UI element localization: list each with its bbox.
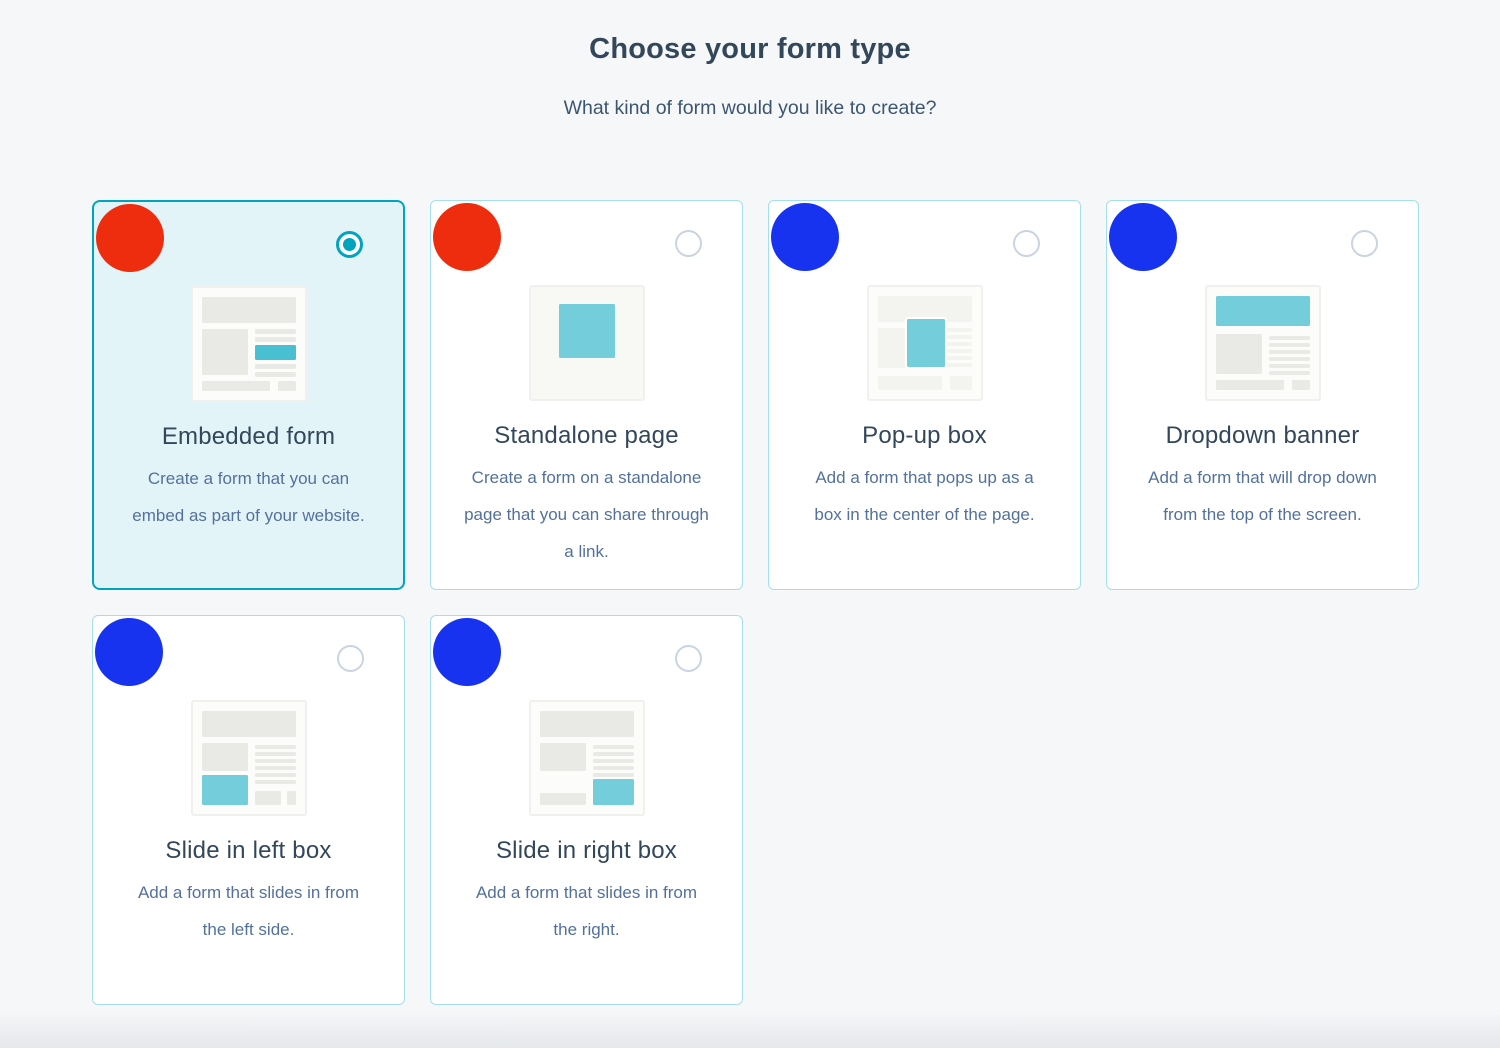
slide-in-right-box-thumbnail-icon <box>528 700 645 816</box>
page-header: Choose your form type What kind of form … <box>0 0 1500 120</box>
blue-annotation-marker-icon <box>771 203 839 271</box>
slide-in-left-box-thumbnail-icon <box>190 700 307 816</box>
red-annotation-marker-icon <box>433 203 501 271</box>
embedded-form-thumbnail-icon <box>190 286 307 402</box>
standalone-page-radio[interactable] <box>675 230 702 257</box>
card-title: Standalone page <box>494 422 679 449</box>
blue-annotation-marker-icon <box>1109 203 1177 271</box>
card-title: Slide in right box <box>495 837 678 864</box>
red-annotation-marker-icon <box>96 204 164 272</box>
form-type-card-slide-in-right-box[interactable]: Slide in right box Add a form that slide… <box>430 615 743 1005</box>
dropdown-banner-thumbnail-icon <box>1204 285 1321 401</box>
card-description: Add a form that slides in from the left … <box>137 883 360 939</box>
blue-annotation-marker-icon <box>95 618 163 686</box>
slide-in-right-box-radio[interactable] <box>675 645 702 672</box>
card-description: Add a form that will drop down from the … <box>1148 468 1377 524</box>
standalone-page-thumbnail-icon <box>528 285 645 401</box>
card-title: Slide in left box <box>165 837 332 864</box>
form-type-card-embedded-form[interactable]: Embedded form Create a form that you can… <box>92 200 405 590</box>
form-type-options: Embedded form Create a form that you can… <box>92 200 1422 1005</box>
pop-up-box-radio[interactable] <box>1013 230 1040 257</box>
card-description: Create a form that you can embed as part… <box>132 469 365 525</box>
pop-up-box-thumbnail-icon <box>866 285 983 401</box>
slide-in-left-box-radio[interactable] <box>337 645 364 672</box>
card-title: Embedded form <box>161 423 336 450</box>
page-title: Choose your form type <box>589 33 911 65</box>
card-description: Add a form that slides in from the right… <box>475 883 698 939</box>
blue-annotation-marker-icon <box>433 618 501 686</box>
dropdown-banner-radio[interactable] <box>1351 230 1378 257</box>
form-type-card-slide-in-left-box[interactable]: Slide in left box Add a form that slides… <box>92 615 405 1005</box>
page-subtitle: What kind of form would you like to crea… <box>563 97 937 119</box>
form-type-card-pop-up-box[interactable]: Pop-up box Add a form that pops up as a … <box>768 200 1081 590</box>
card-description: Create a form on a standalone page that … <box>464 468 709 561</box>
card-title: Pop-up box <box>862 422 987 449</box>
form-type-card-standalone-page[interactable]: Standalone page Create a form on a stand… <box>430 200 743 590</box>
card-description: Add a form that pops up as a box in the … <box>814 468 1035 524</box>
embedded-form-radio[interactable] <box>336 231 363 258</box>
card-title: Dropdown banner <box>1165 422 1360 449</box>
form-type-card-dropdown-banner[interactable]: Dropdown banner Add a form that will dro… <box>1106 200 1419 590</box>
